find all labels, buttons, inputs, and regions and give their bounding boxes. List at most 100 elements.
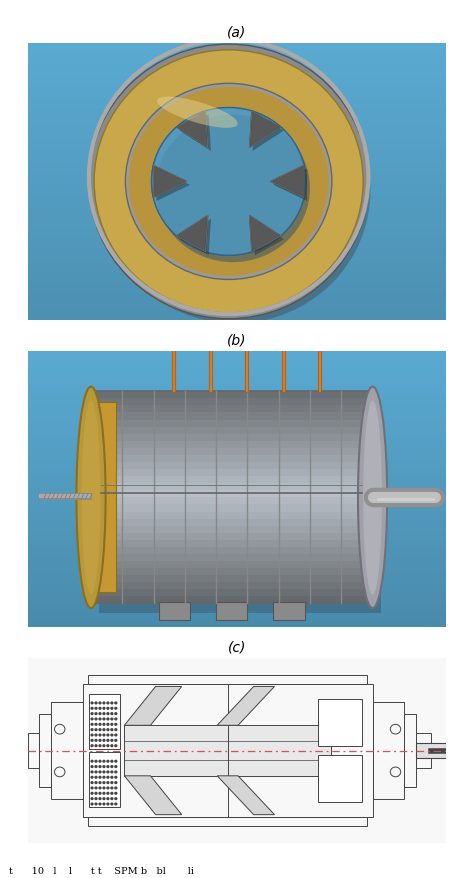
- Circle shape: [95, 793, 97, 795]
- Circle shape: [103, 798, 105, 800]
- Circle shape: [103, 793, 105, 795]
- Circle shape: [99, 745, 101, 746]
- Bar: [91, 533, 373, 540]
- Bar: [91, 512, 373, 519]
- Circle shape: [107, 739, 109, 741]
- Circle shape: [111, 713, 113, 715]
- Bar: [319, 756, 362, 802]
- Circle shape: [111, 708, 113, 709]
- Circle shape: [111, 771, 113, 773]
- Circle shape: [103, 803, 105, 805]
- Circle shape: [111, 798, 113, 800]
- Circle shape: [111, 729, 113, 730]
- Bar: [91, 442, 373, 449]
- Bar: [39, 714, 51, 788]
- Bar: [91, 449, 373, 456]
- Circle shape: [99, 771, 101, 773]
- Bar: [416, 733, 431, 768]
- Circle shape: [103, 708, 105, 709]
- Bar: [91, 526, 373, 533]
- Circle shape: [91, 776, 93, 778]
- Ellipse shape: [157, 97, 238, 128]
- Polygon shape: [273, 169, 307, 202]
- Circle shape: [99, 718, 101, 720]
- Circle shape: [107, 776, 109, 778]
- Circle shape: [107, 723, 109, 725]
- Bar: [91, 491, 373, 498]
- Circle shape: [103, 734, 105, 736]
- Circle shape: [107, 788, 109, 789]
- Bar: [89, 752, 120, 807]
- Circle shape: [107, 729, 109, 730]
- Circle shape: [111, 745, 113, 746]
- Circle shape: [103, 788, 105, 789]
- Ellipse shape: [76, 387, 106, 608]
- Bar: [91, 463, 373, 470]
- Bar: [91, 434, 373, 442]
- Circle shape: [107, 713, 109, 715]
- Circle shape: [91, 729, 93, 730]
- Circle shape: [91, 718, 93, 720]
- Bar: [91, 519, 373, 526]
- Circle shape: [107, 803, 109, 805]
- Circle shape: [99, 708, 101, 709]
- Ellipse shape: [152, 108, 306, 255]
- Bar: [28, 733, 39, 768]
- Circle shape: [115, 766, 117, 767]
- Circle shape: [115, 729, 117, 730]
- Circle shape: [95, 718, 97, 720]
- Circle shape: [95, 734, 97, 736]
- Bar: [91, 554, 373, 561]
- Polygon shape: [217, 687, 274, 725]
- Circle shape: [99, 734, 101, 736]
- Circle shape: [99, 723, 101, 725]
- Circle shape: [111, 702, 113, 704]
- Circle shape: [91, 766, 93, 767]
- Circle shape: [91, 739, 93, 741]
- Bar: [91, 590, 373, 597]
- Circle shape: [99, 702, 101, 704]
- Circle shape: [107, 798, 109, 800]
- Polygon shape: [156, 169, 190, 202]
- Ellipse shape: [126, 84, 332, 280]
- Text: (a): (a): [228, 25, 246, 40]
- Circle shape: [103, 729, 105, 730]
- Circle shape: [111, 776, 113, 778]
- Bar: [91, 505, 373, 512]
- Ellipse shape: [363, 401, 382, 594]
- Circle shape: [91, 723, 93, 725]
- Text: t      10   l    l      t t    SPM b   bl       li: t 10 l l t t SPM b bl li: [9, 867, 194, 875]
- Bar: [91, 484, 373, 491]
- Bar: [93, 403, 116, 593]
- Circle shape: [115, 734, 117, 736]
- Circle shape: [107, 708, 109, 709]
- Bar: [91, 547, 373, 554]
- Circle shape: [111, 803, 113, 805]
- Bar: [216, 602, 247, 621]
- Circle shape: [103, 702, 105, 704]
- Bar: [91, 399, 373, 406]
- Polygon shape: [176, 216, 208, 253]
- Circle shape: [91, 734, 93, 736]
- Bar: [91, 406, 373, 413]
- Bar: [91, 392, 373, 399]
- Circle shape: [95, 781, 97, 783]
- Ellipse shape: [155, 115, 310, 263]
- Bar: [91, 477, 373, 484]
- Bar: [273, 602, 305, 621]
- Circle shape: [115, 771, 117, 773]
- Circle shape: [107, 793, 109, 795]
- Ellipse shape: [128, 88, 329, 277]
- Circle shape: [95, 708, 97, 709]
- Circle shape: [107, 734, 109, 736]
- Bar: [88, 817, 367, 826]
- Ellipse shape: [152, 108, 306, 255]
- Circle shape: [99, 793, 101, 795]
- Circle shape: [111, 723, 113, 725]
- Circle shape: [95, 739, 97, 741]
- Polygon shape: [249, 216, 281, 253]
- Circle shape: [99, 713, 101, 715]
- Circle shape: [111, 766, 113, 767]
- Text: (b): (b): [227, 333, 247, 347]
- Bar: [91, 568, 373, 576]
